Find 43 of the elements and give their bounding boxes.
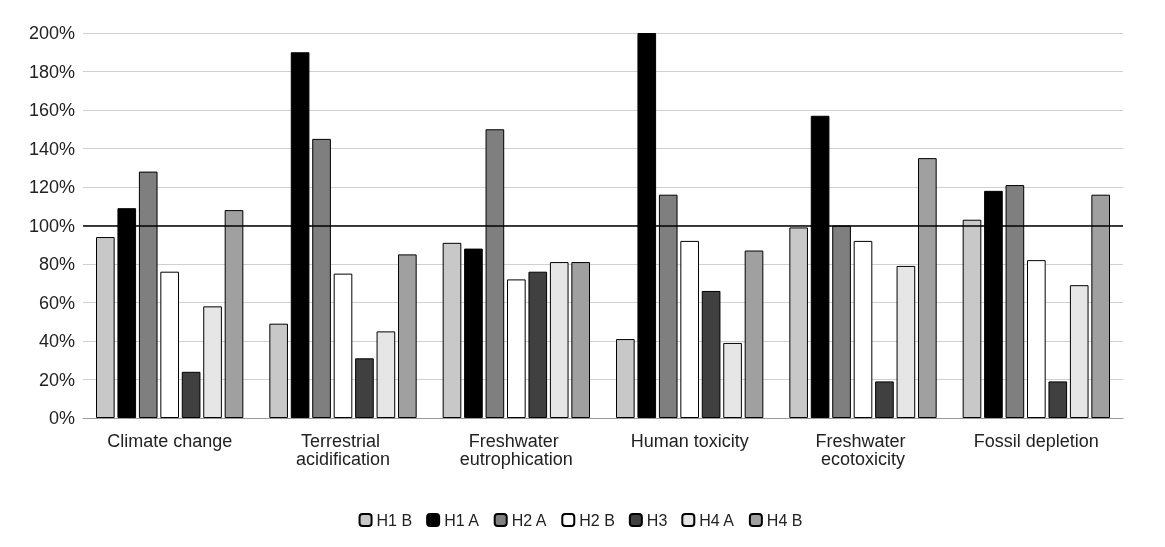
legend-label: H2 A: [511, 511, 547, 529]
legend-label: H1 A: [444, 511, 480, 529]
legend-label: H4 B: [766, 511, 803, 529]
bar: [160, 271, 179, 418]
bar: [875, 381, 894, 418]
x-tick-label: Fossil depletion: [973, 431, 1099, 451]
bar: [853, 240, 873, 418]
y-tick-label: 100%: [28, 215, 75, 236]
bar: [1027, 260, 1046, 418]
bar: [181, 371, 201, 418]
bar: [355, 358, 374, 418]
bar: [896, 265, 916, 418]
bar: [680, 240, 699, 418]
y-tick-label: 80%: [38, 254, 75, 274]
bar: [376, 331, 396, 418]
x-tick-label: Terrestrial acidification: [295, 431, 391, 469]
bar: [333, 273, 353, 418]
y-tick-label: 200%: [28, 23, 75, 43]
y-tick-label: 120%: [28, 177, 75, 197]
y-tick-label: 40%: [38, 331, 75, 351]
x-tick-label: Human toxicity: [630, 431, 749, 451]
bar: [701, 290, 721, 418]
bar: [203, 306, 222, 418]
x-tick-label: Climate change: [107, 431, 233, 451]
bar: [1069, 285, 1089, 418]
x-tick-label: Freshwater ecotoxicity: [815, 431, 911, 469]
bar: [507, 279, 526, 418]
y-tick-label: 160%: [28, 100, 75, 120]
legend-label: H1 B: [376, 511, 413, 529]
y-tick-label: 180%: [28, 61, 75, 82]
bar: [528, 271, 548, 418]
legend-label: H3: [646, 511, 668, 529]
y-tick-label: 140%: [28, 138, 75, 159]
bar: [1048, 381, 1068, 418]
y-tick-label: 0%: [48, 408, 75, 428]
bar: [549, 262, 569, 418]
y-tick-label: 60%: [38, 292, 75, 313]
bar: [723, 342, 742, 418]
bar: [464, 248, 483, 418]
x-tick-label: Freshwater eutrophication: [459, 431, 573, 469]
legend-label: H2 B: [579, 511, 615, 529]
legend-label: H4 A: [699, 511, 735, 529]
y-tick-label: 20%: [38, 369, 75, 390]
